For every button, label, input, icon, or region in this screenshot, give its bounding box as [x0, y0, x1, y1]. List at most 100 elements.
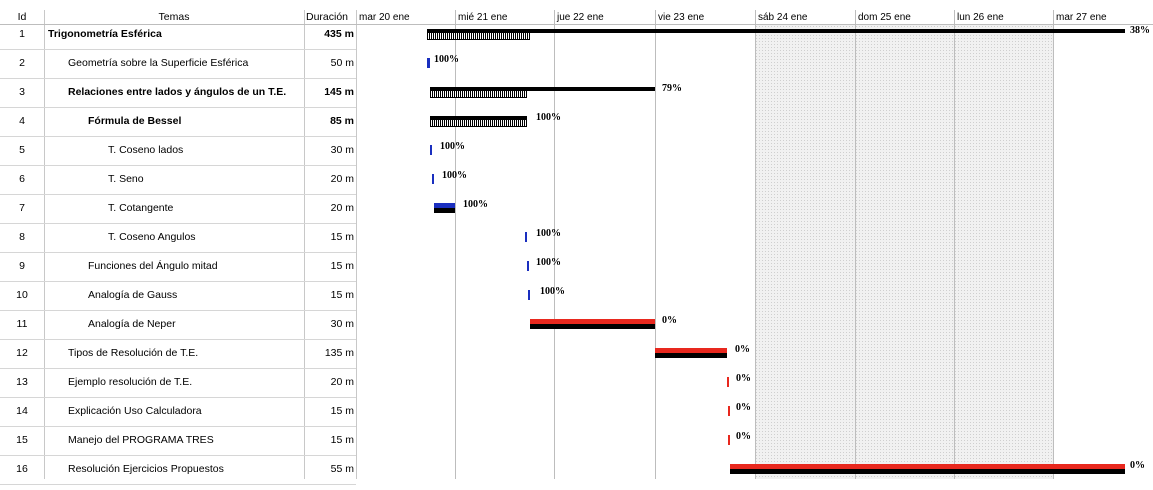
- task-id: 10: [16, 289, 28, 301]
- task-duration[interactable]: 15 m: [330, 405, 354, 417]
- row-divider: [0, 252, 356, 253]
- task-id: 9: [19, 260, 25, 272]
- task-name[interactable]: T. Cotangente: [108, 202, 174, 214]
- task-duration[interactable]: 20 m: [330, 173, 354, 185]
- task-name[interactable]: Fórmula de Bessel: [88, 115, 182, 127]
- task-bar[interactable]: [525, 232, 527, 242]
- task-id: 8: [19, 231, 25, 243]
- progress-label: 100%: [440, 141, 465, 152]
- task-id: 2: [19, 57, 25, 69]
- task-duration[interactable]: 145 m: [324, 86, 354, 98]
- task-name[interactable]: Geometría sobre la Superficie Esférica: [68, 57, 249, 69]
- task-id: 12: [16, 347, 28, 359]
- progress-label: 0%: [736, 373, 751, 384]
- task-id: 3: [19, 86, 25, 98]
- table-row[interactable]: 8 T. Coseno Angulos 15 m: [0, 230, 356, 258]
- table-row[interactable]: 15 Manejo del PROGRAMA TRES 15 m: [0, 433, 356, 461]
- task-duration[interactable]: 30 m: [330, 144, 354, 156]
- task-name[interactable]: Funciones del Ángulo mitad: [88, 260, 218, 272]
- task-duration[interactable]: 85 m: [330, 115, 354, 127]
- task-bar[interactable]: [730, 464, 1125, 469]
- task-id: 16: [16, 463, 28, 475]
- progress-label: 0%: [736, 431, 751, 442]
- task-duration[interactable]: 135 m: [324, 347, 354, 359]
- task-name[interactable]: Ejemplo resolución de T.E.: [68, 376, 193, 388]
- progress-label: 100%: [540, 286, 565, 297]
- task-name[interactable]: T. Coseno lados: [108, 144, 184, 156]
- table-row[interactable]: 4 Fórmula de Bessel 85 m: [0, 114, 356, 142]
- table-row[interactable]: 2 Geometría sobre la Superficie Esférica 5…: [0, 56, 356, 84]
- header-duration[interactable]: Duración: [306, 11, 349, 23]
- weekend-shading: [755, 25, 855, 479]
- progress-label: 100%: [536, 228, 561, 239]
- task-name[interactable]: Resolución Ejercicios Propuestos: [68, 463, 224, 475]
- table-row[interactable]: 14 Explicación Uso Calculadora 15 m: [0, 404, 356, 432]
- weekend-shading: [954, 25, 1053, 479]
- task-bar[interactable]: [430, 145, 432, 155]
- day-divider: [554, 10, 555, 479]
- task-name[interactable]: T. Seno: [108, 173, 144, 185]
- task-bar[interactable]: [728, 435, 730, 445]
- row-divider: [0, 49, 356, 50]
- table-row[interactable]: 13 Ejemplo resolución de T.E. 20 m: [0, 375, 356, 403]
- task-duration[interactable]: 15 m: [330, 260, 354, 272]
- task-bar[interactable]: [527, 261, 529, 271]
- task-name[interactable]: Explicación Uso Calculadora: [68, 405, 202, 417]
- task-duration[interactable]: 15 m: [330, 289, 354, 301]
- task-duration[interactable]: 20 m: [330, 376, 354, 388]
- progress-label: 100%: [434, 54, 459, 65]
- table-row[interactable]: 11 Analogía de Neper 30 m: [0, 317, 356, 345]
- table-row[interactable]: 9 Funciones del Ángulo mitad 15 m: [0, 259, 356, 287]
- header-id[interactable]: Id: [17, 11, 27, 23]
- task-name[interactable]: T. Coseno Angulos: [108, 231, 196, 243]
- table-row[interactable]: 5 T. Coseno lados 30 m: [0, 143, 356, 171]
- summary-bar[interactable]: [430, 116, 527, 120]
- table-row[interactable]: 12 Tipos de Resolución de T.E. 135 m: [0, 346, 356, 374]
- task-bar[interactable]: [528, 290, 530, 300]
- progress-label: 79%: [662, 83, 682, 94]
- table-row[interactable]: 16 Resolución Ejercicios Propuestos 55 m: [0, 462, 356, 490]
- task-duration[interactable]: 30 m: [330, 318, 354, 330]
- progress-label: 0%: [735, 344, 750, 355]
- task-name[interactable]: Trigonometría Esférica: [48, 28, 162, 40]
- task-duration[interactable]: 55 m: [330, 463, 354, 475]
- table-row[interactable]: 10 Analogía de Gauss 15 m: [0, 288, 356, 316]
- task-bar[interactable]: [427, 58, 430, 68]
- task-duration[interactable]: 435 m: [324, 28, 354, 40]
- table-row[interactable]: 3 Relaciones entre lados y ángulos de un …: [0, 85, 356, 113]
- row-divider: [0, 368, 356, 369]
- summary-bar[interactable]: [430, 87, 655, 91]
- task-duration[interactable]: 20 m: [330, 202, 354, 214]
- timeline-day-label: dom 25 ene: [858, 12, 911, 23]
- task-id: 4: [19, 115, 25, 127]
- header-task-name[interactable]: Temas: [158, 11, 190, 23]
- task-bar[interactable]: [655, 348, 727, 353]
- task-bar[interactable]: [432, 174, 434, 184]
- task-id: 7: [19, 202, 25, 214]
- day-divider: [655, 10, 656, 479]
- table-row[interactable]: 7 T. Cotangente 20 m: [0, 201, 356, 229]
- task-id: 13: [16, 376, 28, 388]
- table-row[interactable]: 1 Trigonometría Esférica 435 m: [0, 27, 356, 55]
- row-divider: [0, 426, 356, 427]
- summary-progress: [430, 91, 527, 98]
- task-duration[interactable]: 50 m: [330, 57, 354, 69]
- task-bar[interactable]: [728, 406, 730, 416]
- task-bar[interactable]: [434, 203, 455, 208]
- task-name[interactable]: Manejo del PROGRAMA TRES: [68, 434, 214, 446]
- task-bar[interactable]: [530, 319, 655, 324]
- row-divider: [0, 136, 356, 137]
- task-name[interactable]: Tipos de Resolución de T.E.: [68, 347, 199, 359]
- table-row[interactable]: 6 T. Seno 20 m: [0, 172, 356, 200]
- task-bar[interactable]: [727, 377, 729, 387]
- baseline-bar: [530, 324, 655, 329]
- task-duration[interactable]: 15 m: [330, 434, 354, 446]
- summary-bar[interactable]: [427, 29, 1125, 33]
- task-name[interactable]: Analogía de Gauss: [88, 289, 178, 301]
- baseline-bar: [730, 469, 1125, 474]
- task-name[interactable]: Analogía de Neper: [88, 318, 176, 330]
- task-id: 11: [16, 318, 28, 330]
- column-divider: [44, 10, 45, 479]
- task-duration[interactable]: 15 m: [330, 231, 354, 243]
- task-name[interactable]: Relaciones entre lados y ángulos de un T…: [68, 86, 287, 98]
